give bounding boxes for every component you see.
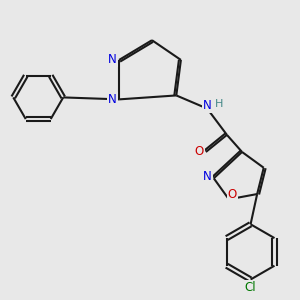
- Text: H: H: [214, 99, 223, 109]
- Text: O: O: [195, 146, 204, 158]
- Text: N: N: [203, 99, 212, 112]
- Text: N: N: [108, 53, 117, 66]
- Text: N: N: [203, 170, 212, 184]
- Text: Cl: Cl: [245, 281, 256, 294]
- Text: N: N: [108, 93, 117, 106]
- Text: O: O: [228, 188, 237, 200]
